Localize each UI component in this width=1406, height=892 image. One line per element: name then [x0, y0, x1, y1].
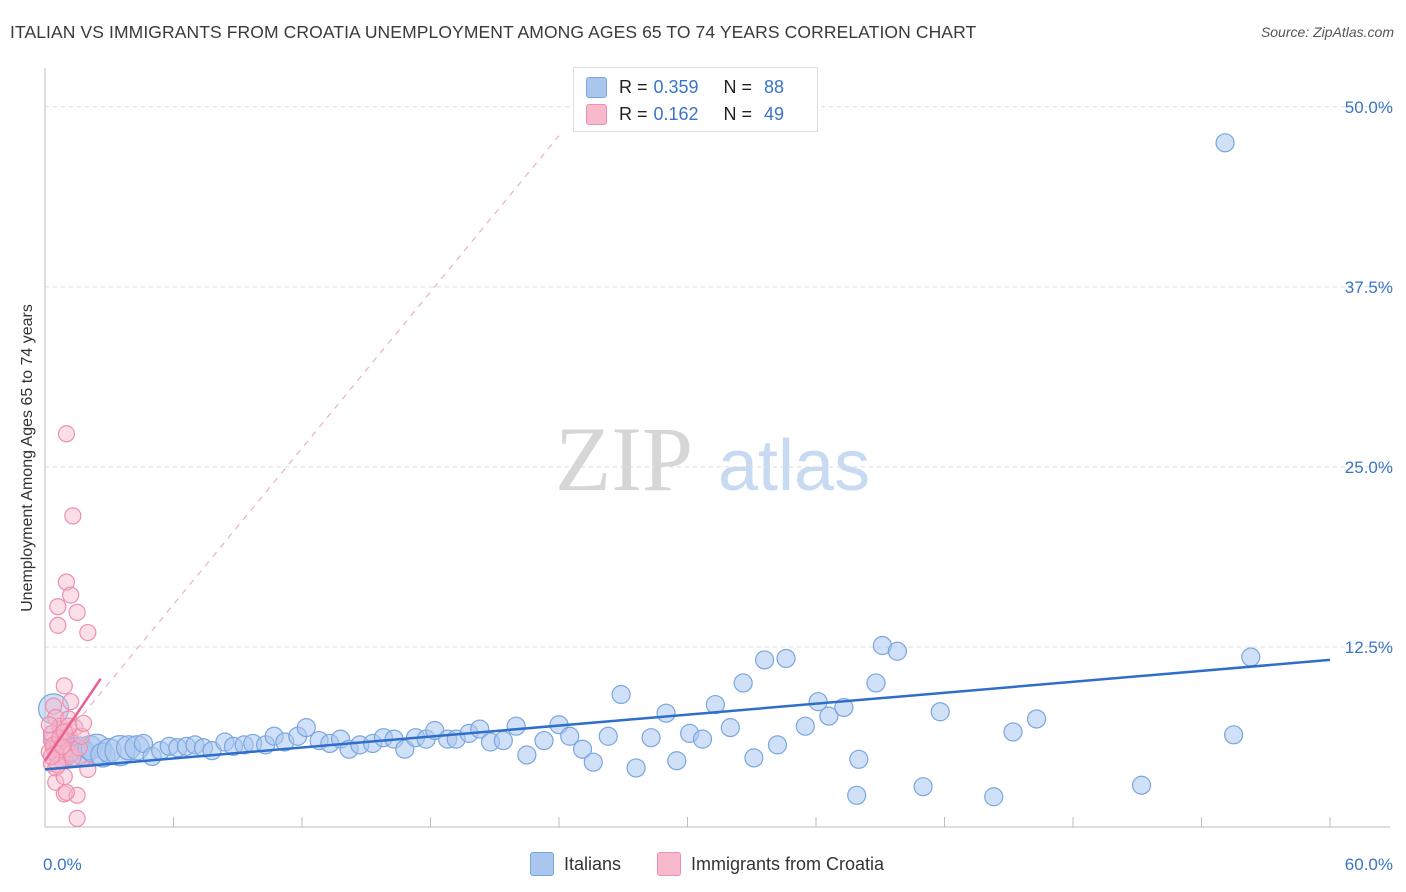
italians-point	[296, 718, 316, 738]
italians-point	[930, 702, 950, 722]
legend-n-label: N =	[723, 76, 753, 97]
italians-point	[887, 641, 907, 661]
italians-point	[583, 752, 603, 772]
source-label: Source: ZipAtlas.com	[1260, 24, 1394, 40]
italians-point	[866, 673, 886, 693]
italians-point	[849, 749, 869, 769]
italians-point	[493, 730, 513, 751]
y-tick-label: 50.0%	[1345, 98, 1393, 117]
italians-point	[705, 694, 725, 715]
italians-point	[572, 739, 593, 759]
italians-point	[1224, 725, 1244, 745]
croatia-point	[68, 786, 86, 804]
croatia-point	[72, 727, 91, 745]
croatia-point	[49, 616, 67, 634]
croatia-point	[62, 586, 80, 604]
watermark-atlas: atlas	[718, 426, 870, 506]
italians-point	[517, 745, 537, 765]
legend-item-italians[interactable]: Italians	[530, 852, 621, 876]
italians-point	[560, 726, 580, 746]
croatia-point	[68, 809, 86, 827]
italians-point	[667, 751, 687, 771]
italians-point	[913, 777, 933, 797]
legend-n-value: 88	[764, 76, 785, 97]
correlation-legend: R = 0.359 N = 88 R = 0.162 N = 49	[573, 67, 818, 132]
italians-point	[819, 706, 839, 726]
italians-point	[598, 726, 618, 746]
legend-swatch-italians	[530, 852, 554, 876]
italians-point	[611, 684, 631, 705]
croatia-point	[79, 623, 97, 642]
legend-item-croatia[interactable]: Immigrants from Croatia	[657, 852, 884, 876]
legend-row-italians: R = 0.359 N = 88	[586, 75, 784, 99]
croatia-point	[74, 714, 93, 732]
legend-swatch-croatia	[586, 103, 607, 125]
croatia-point	[57, 425, 76, 443]
italians-point	[1215, 133, 1235, 153]
legend-swatch-italians	[586, 76, 607, 98]
italians-point	[744, 748, 764, 768]
croatia-point	[57, 783, 76, 802]
y-tick-label: 12.5%	[1345, 638, 1393, 657]
y-tick-label: 25.0%	[1345, 458, 1393, 477]
legend-n-value: 49	[764, 103, 785, 124]
x-tick-label: 60.0%	[1345, 855, 1393, 874]
legend-row-croatia: R = 0.162 N = 49	[586, 102, 784, 126]
italians-point	[1131, 775, 1152, 795]
italians-point	[641, 728, 661, 748]
croatia-point	[47, 773, 65, 791]
series-legend: Italians Immigrants from Croatia	[0, 852, 1406, 878]
italians-point	[1241, 647, 1261, 667]
watermark-zip: ZIP	[555, 408, 693, 510]
y-tick-label: 37.5%	[1345, 278, 1393, 297]
italians-point	[1003, 722, 1023, 742]
croatia-trend-line	[43, 677, 102, 762]
croatia-point	[42, 747, 61, 766]
chart-title: ITALIAN VS IMMIGRANTS FROM CROATIA UNEMP…	[10, 22, 977, 42]
italians-trend-line	[44, 658, 1331, 771]
legend-r-value: 0.162	[653, 103, 699, 124]
croatia-point	[79, 760, 97, 778]
italians-point	[984, 787, 1004, 807]
italians-point	[733, 673, 753, 693]
italians-point	[626, 758, 646, 778]
croatia-point	[55, 677, 73, 695]
legend-label-croatia: Immigrants from Croatia	[691, 853, 885, 874]
croatia-point	[62, 693, 80, 711]
italians-point	[534, 730, 554, 751]
legend-n-label: N =	[723, 103, 753, 124]
legend-label-italians: Italians	[564, 853, 622, 874]
italians-point	[754, 650, 775, 670]
croatia-point	[57, 573, 76, 591]
legend-r-label: R =	[619, 76, 648, 97]
italians-point	[720, 718, 740, 738]
italians-point	[692, 729, 713, 749]
italians-point	[656, 703, 676, 723]
italians-point	[795, 716, 815, 736]
croatia-point	[49, 598, 67, 616]
italians-point	[776, 648, 796, 669]
x-tick-label: 0.0%	[43, 855, 82, 874]
legend-swatch-croatia	[657, 852, 681, 876]
legend-r-label: R =	[619, 103, 648, 124]
italians-point	[847, 785, 867, 805]
croatia-point	[64, 507, 82, 525]
croatia-trend-extended	[44, 135, 560, 762]
italians-point	[767, 735, 788, 755]
italians-point	[1026, 709, 1047, 729]
croatia-point	[68, 603, 86, 621]
italians-point	[506, 716, 526, 736]
croatia-point	[40, 716, 58, 734]
legend-r-value: 0.359	[653, 76, 699, 97]
